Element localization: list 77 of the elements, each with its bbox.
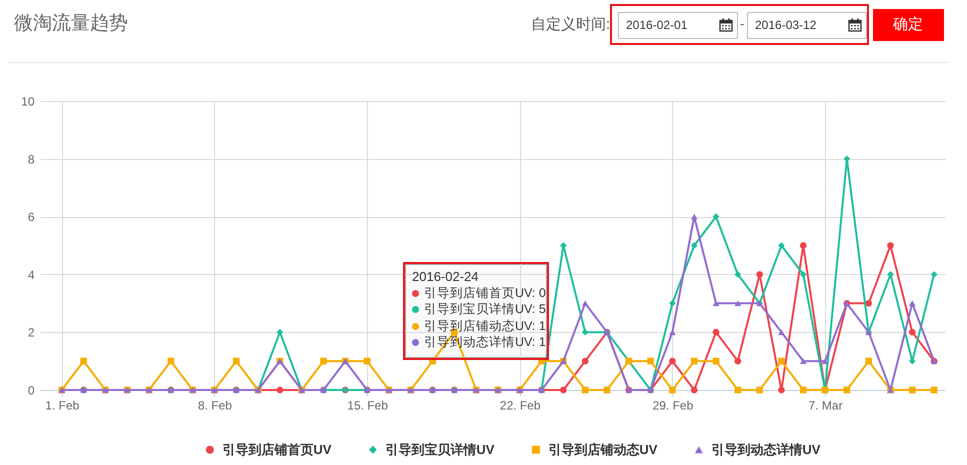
point bbox=[712, 358, 720, 364]
point bbox=[582, 358, 588, 364]
x-tick-label: 1. Feb bbox=[45, 398, 80, 412]
legend-label: 引导到店铺首页UV bbox=[222, 442, 332, 457]
point bbox=[865, 300, 872, 307]
x-tick-label: 15. Feb bbox=[347, 398, 388, 412]
annotation: 引导到宝贝详情UV: 5 bbox=[412, 302, 546, 316]
text: 2016-03-12 bbox=[755, 17, 816, 33]
annotation: 2016-02-24 bbox=[412, 269, 478, 284]
point bbox=[734, 386, 742, 394]
point bbox=[669, 386, 676, 394]
point bbox=[669, 329, 676, 336]
point bbox=[756, 386, 763, 394]
point bbox=[582, 386, 588, 394]
point bbox=[734, 271, 742, 278]
point bbox=[690, 358, 698, 364]
point bbox=[887, 242, 894, 249]
point bbox=[604, 386, 610, 394]
point bbox=[560, 386, 567, 394]
point bbox=[822, 358, 828, 364]
point bbox=[908, 300, 916, 306]
text: 自定义时间: bbox=[531, 15, 610, 35]
annotation: 引导到店铺首页UV: 0 bbox=[412, 286, 546, 300]
point bbox=[778, 242, 785, 249]
text: 2016-02-01 bbox=[626, 17, 688, 33]
point bbox=[582, 328, 588, 336]
point bbox=[778, 358, 785, 364]
x-tick-label: 29. Feb bbox=[652, 398, 694, 412]
y-tick-label: 8 bbox=[28, 152, 35, 166]
point bbox=[320, 358, 327, 364]
point bbox=[908, 328, 916, 336]
legend-label: 引导到宝贝详情UV bbox=[385, 442, 495, 457]
point bbox=[690, 214, 698, 220]
y-tick-label: 4 bbox=[28, 268, 35, 282]
point bbox=[364, 358, 370, 364]
point bbox=[669, 358, 676, 364]
point bbox=[865, 358, 872, 364]
point bbox=[778, 386, 785, 394]
point bbox=[712, 213, 720, 220]
legend-label: 引导到动态详情UV bbox=[711, 442, 821, 457]
annotation: 引导到店铺动态UV: 1 bbox=[412, 318, 546, 332]
point bbox=[734, 358, 742, 364]
point bbox=[908, 386, 916, 394]
point bbox=[276, 328, 284, 336]
point bbox=[800, 242, 807, 249]
point bbox=[669, 300, 676, 307]
y-tick-label: 2 bbox=[28, 326, 35, 340]
point bbox=[800, 358, 807, 364]
point bbox=[168, 358, 174, 364]
point bbox=[756, 271, 763, 278]
chart-title: 微淘流量趋势 bbox=[14, 13, 128, 35]
point bbox=[647, 358, 654, 364]
point bbox=[690, 242, 698, 249]
legend-label: 引导到店铺动态UV bbox=[548, 442, 658, 457]
point bbox=[930, 386, 938, 394]
x-tick-label: 22. Feb bbox=[500, 398, 541, 412]
y-tick-label: 0 bbox=[28, 384, 35, 398]
point bbox=[276, 386, 284, 394]
point bbox=[844, 155, 850, 162]
point bbox=[778, 329, 785, 336]
point bbox=[712, 328, 720, 336]
y-tick-label: 10 bbox=[21, 94, 35, 108]
point bbox=[690, 386, 698, 394]
point bbox=[844, 386, 850, 394]
point bbox=[582, 300, 588, 306]
text: 确定 bbox=[893, 15, 923, 35]
point bbox=[930, 271, 938, 278]
point bbox=[734, 300, 742, 306]
point bbox=[800, 271, 807, 278]
point bbox=[80, 358, 87, 364]
point bbox=[232, 358, 240, 364]
y-tick-label: 6 bbox=[28, 210, 35, 224]
point bbox=[712, 300, 720, 306]
point bbox=[800, 386, 807, 394]
x-tick-label: 8. Feb bbox=[198, 398, 232, 412]
x-tick-label: 7. Mar bbox=[808, 398, 843, 412]
text: - bbox=[740, 16, 744, 32]
